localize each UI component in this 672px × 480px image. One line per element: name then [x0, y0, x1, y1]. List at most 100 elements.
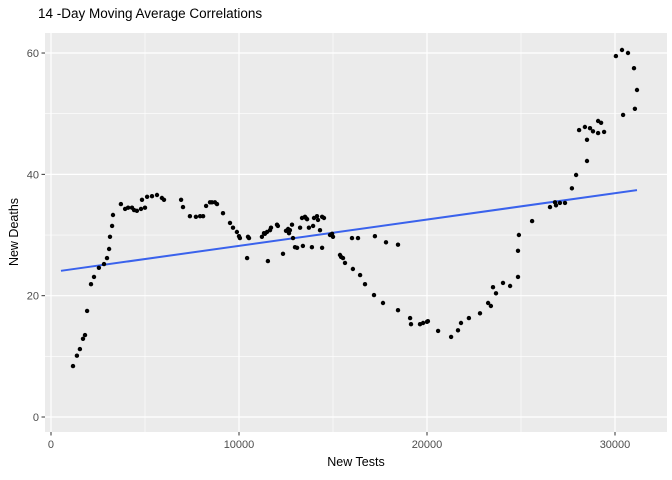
data-point	[515, 274, 521, 280]
data-point	[362, 282, 368, 287]
data-point	[203, 203, 209, 209]
data-point	[557, 200, 563, 206]
data-point	[314, 214, 320, 219]
data-point	[477, 311, 483, 316]
data-point	[485, 300, 491, 306]
data-point	[407, 315, 413, 321]
data-point	[372, 234, 378, 239]
data-point	[161, 197, 167, 202]
x-axis-ticks: 0 10000 20000 30000	[48, 432, 630, 451]
y-tick-label: 20	[27, 291, 39, 303]
data-point	[265, 258, 271, 264]
data-point	[587, 126, 593, 131]
data-point	[340, 255, 346, 261]
data-point	[515, 248, 521, 253]
data-point	[139, 197, 145, 202]
data-point	[395, 308, 401, 313]
data-point	[193, 214, 199, 219]
data-point	[110, 212, 116, 218]
y-tick-label: 60	[27, 48, 39, 60]
data-point	[237, 235, 243, 241]
data-point	[490, 285, 496, 290]
data-point	[395, 242, 401, 247]
data-point	[350, 266, 356, 272]
x-tick-label: 20000	[412, 439, 443, 451]
minor-gridlines	[45, 33, 667, 432]
chart-title: 14 -Day Moving Average Correlations	[38, 6, 263, 21]
data-point	[625, 50, 631, 56]
data-point	[569, 186, 575, 191]
data-point	[631, 66, 637, 71]
data-point	[547, 204, 553, 210]
scatter-points	[70, 47, 640, 369]
data-point	[582, 124, 588, 130]
data-point	[315, 217, 321, 223]
data-point	[330, 234, 336, 239]
data-point	[70, 363, 76, 369]
data-point	[138, 206, 144, 212]
data-point	[553, 203, 559, 208]
data-point	[84, 308, 90, 314]
data-point	[88, 282, 94, 287]
data-point	[246, 235, 252, 241]
data-point	[383, 240, 389, 245]
data-point	[82, 332, 88, 338]
data-point	[106, 246, 112, 252]
data-point	[576, 127, 582, 133]
data-point	[144, 194, 150, 199]
data-point	[244, 255, 250, 261]
trend-line	[60, 189, 638, 272]
y-axis-ticks: 0 20 40 60	[27, 48, 45, 424]
data-point	[134, 208, 140, 213]
data-point	[466, 315, 472, 321]
data-point	[357, 272, 363, 278]
data-point	[142, 205, 148, 210]
data-point	[584, 158, 590, 164]
plot-panel	[45, 33, 667, 432]
data-point	[458, 320, 464, 326]
data-point	[380, 300, 386, 306]
x-axis-title: New Tests	[327, 455, 385, 469]
data-point	[178, 197, 184, 202]
data-point	[355, 235, 361, 241]
data-point	[425, 319, 431, 324]
data-point	[280, 251, 286, 256]
data-point	[493, 291, 499, 296]
x-tick-label: 10000	[224, 439, 255, 451]
data-point	[294, 245, 300, 250]
data-point	[590, 129, 596, 134]
data-point	[297, 225, 303, 230]
data-point	[104, 255, 110, 261]
data-point	[319, 245, 325, 250]
data-point	[371, 292, 377, 298]
data-point	[455, 328, 461, 333]
data-point	[149, 194, 155, 199]
major-gridlines	[45, 33, 667, 432]
data-point	[275, 223, 281, 229]
data-point	[310, 223, 316, 229]
data-point	[214, 201, 220, 207]
y-axis-title: New Deaths	[7, 197, 21, 267]
data-point	[634, 87, 640, 93]
data-point	[632, 106, 638, 112]
data-point	[562, 200, 568, 206]
data-point	[309, 245, 315, 250]
data-point	[259, 234, 265, 239]
data-point	[154, 192, 160, 198]
data-point	[435, 328, 441, 334]
data-point	[448, 334, 454, 340]
data-point	[420, 320, 426, 326]
data-point	[573, 172, 579, 178]
data-point	[304, 217, 310, 222]
data-point	[290, 235, 296, 241]
data-point	[488, 303, 494, 309]
data-point	[317, 228, 323, 233]
data-point	[595, 130, 601, 136]
data-point	[321, 215, 327, 221]
data-point	[500, 280, 506, 286]
x-tick-label: 0	[48, 439, 54, 451]
data-point	[187, 214, 193, 219]
data-point	[125, 205, 131, 210]
